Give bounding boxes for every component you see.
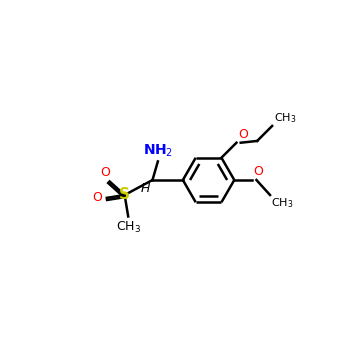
- Text: CH$_3$: CH$_3$: [116, 220, 141, 235]
- Text: CH$_3$: CH$_3$: [274, 111, 296, 125]
- Text: O: O: [100, 166, 110, 179]
- Text: NH$_2$: NH$_2$: [143, 142, 173, 158]
- Text: O: O: [238, 127, 248, 140]
- Text: O: O: [92, 192, 102, 204]
- Text: S: S: [119, 187, 130, 202]
- Text: H: H: [140, 182, 150, 195]
- Text: O: O: [253, 165, 264, 178]
- Text: CH$_3$: CH$_3$: [271, 197, 294, 210]
